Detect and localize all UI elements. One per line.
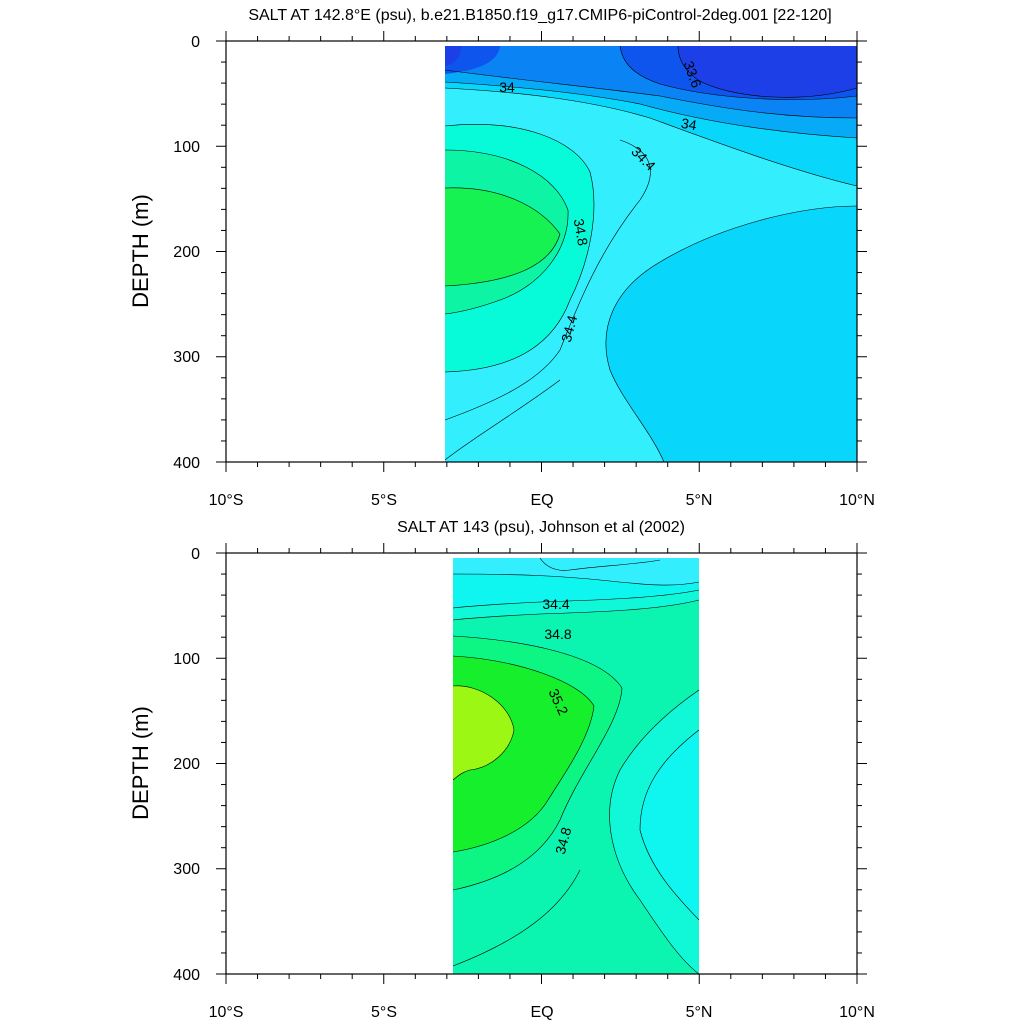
top-contour-label: 34.4 (558, 313, 581, 344)
top-contour-lines (444, 45, 858, 463)
top-axis-ticks (216, 31, 867, 472)
bottom-x-tick-label: 10°N (839, 1004, 875, 1021)
top-y-tick-label: 300 (173, 349, 200, 366)
bottom-contour-lines (452, 557, 700, 975)
top-contour-label: 34 (680, 115, 698, 133)
bottom-axis-ticks (216, 543, 867, 984)
bottom-contour-label: 34.8 (552, 825, 575, 856)
bottom-band-34.2-34.4 (453, 558, 699, 586)
bottom-y-tick-label: 100 (173, 651, 200, 668)
bottom-y-tick-label: 400 (173, 967, 200, 984)
bottom-contour-label: 34.4 (542, 596, 569, 612)
top-panel: SALT AT 142.8°E (psu), b.e21.B1850.f19_g… (128, 7, 875, 509)
bottom-y-tick-labels: 0 100 200 300 400 (173, 546, 200, 984)
bottom-x-tick-labels: 10°S 5°S EQ 5°N 10°N (209, 1004, 875, 1021)
bottom-x-tick-label: EQ (530, 1004, 553, 1021)
top-x-tick-label: 5°S (371, 492, 397, 509)
top-x-tick-labels: 10°S 5°S EQ 5°N 10°N (209, 492, 875, 509)
top-band-gt-35.0 (445, 187, 560, 286)
bottom-y-axis-label: DEPTH (m) (128, 706, 153, 820)
top-band-corner-freshest (445, 46, 462, 66)
top-x-tick-label: 5°N (686, 492, 713, 509)
bottom-contour-fill (453, 558, 699, 974)
top-contour-label: 34 (499, 79, 515, 95)
bottom-panel: SALT AT 143 (psu), Johnson et al (2002) (128, 519, 875, 1021)
bottom-y-tick-label: 0 (191, 546, 200, 563)
bottom-contour-labels: 34.4 34.8 35.2 34.8 (542, 596, 574, 856)
top-x-tick-label: EQ (530, 492, 553, 509)
top-y-tick-label: 200 (173, 244, 200, 261)
top-band-lt-33.6 (678, 46, 857, 98)
bottom-y-tick-label: 300 (173, 861, 200, 878)
top-x-tick-label: 10°S (209, 492, 244, 509)
top-x-tick-label: 10°N (839, 492, 875, 509)
bottom-x-tick-label: 5°S (371, 1004, 397, 1021)
top-y-tick-label: 400 (173, 455, 200, 472)
top-y-tick-label: 100 (173, 139, 200, 156)
top-chart-title: SALT AT 142.8°E (psu), b.e21.B1850.f19_g… (248, 7, 831, 24)
top-contour-label: 34.8 (571, 217, 592, 247)
bottom-band-34.4-34.6-deep (640, 730, 699, 920)
bottom-x-tick-label: 10°S (209, 1004, 244, 1021)
top-y-axis-label: DEPTH (m) (128, 194, 153, 308)
top-y-tick-labels: 0 100 200 300 400 (173, 34, 200, 472)
bottom-chart-title: SALT AT 143 (psu), Johnson et al (2002) (397, 519, 685, 536)
bottom-y-tick-label: 200 (173, 756, 200, 773)
bottom-x-tick-label: 5°N (686, 1004, 713, 1021)
top-contour-fill (445, 46, 857, 462)
top-band-34.2-34.4-deep (605, 206, 857, 462)
top-y-tick-label: 0 (191, 34, 200, 51)
bottom-contour-label: 34.8 (544, 626, 571, 642)
